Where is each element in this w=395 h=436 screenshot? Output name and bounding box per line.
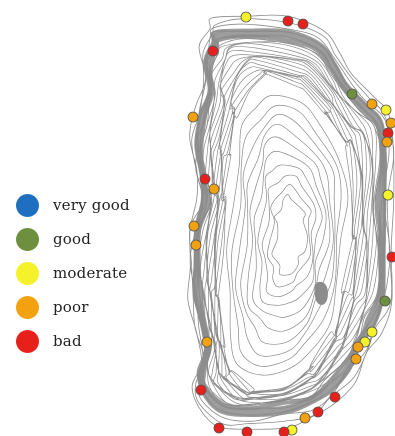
- map-legend: very good good moderate poor bad: [16, 188, 166, 358]
- contour-line: [214, 70, 358, 396]
- contour-line: [231, 104, 342, 367]
- legend-label-poor: poor: [53, 298, 89, 316]
- legend-swatch-good: [16, 227, 39, 251]
- legend-item-bad: bad: [16, 324, 166, 358]
- site-marker-bad: [382, 127, 394, 139]
- contour-line: [257, 164, 323, 306]
- legend-item-poor: poor: [16, 290, 166, 324]
- site-marker-poor: [385, 117, 395, 129]
- site-marker-bad: [195, 384, 207, 396]
- contour-line: [267, 184, 312, 288]
- site-marker-moderate: [366, 326, 378, 338]
- contour-line: [226, 94, 349, 376]
- contour-line: [206, 55, 368, 401]
- site-marker-poor: [187, 111, 199, 123]
- site-marker-moderate: [382, 189, 394, 201]
- site-marker-bad: [386, 251, 395, 263]
- legend-item-good: good: [16, 222, 166, 256]
- shoreline-band: [192, 28, 387, 418]
- deep-hole: [314, 281, 328, 305]
- contour-line: [271, 193, 308, 276]
- site-marker-poor: [188, 220, 200, 232]
- legend-label-moderate: moderate: [53, 264, 128, 282]
- legend-swatch-very-good: [16, 193, 39, 217]
- contour-line: [240, 123, 334, 345]
- site-marker-bad: [199, 173, 211, 185]
- contour-line: [209, 58, 364, 398]
- site-marker-moderate: [240, 11, 252, 23]
- legend-label-bad: bad: [53, 332, 82, 350]
- bathymetry-contours: [187, 14, 395, 430]
- contour-line: [252, 151, 327, 318]
- legend-label-very-good: very good: [53, 196, 130, 214]
- site-marker-poor: [350, 353, 362, 365]
- site-marker-bad: [282, 15, 294, 27]
- site-marker-poor: [366, 98, 378, 110]
- site-marker-bad: [207, 45, 219, 57]
- legend-label-good: good: [53, 230, 92, 248]
- legend-swatch-bad: [16, 329, 39, 353]
- contour-line: [246, 136, 331, 332]
- legend-item-moderate: moderate: [16, 256, 166, 290]
- site-marker-poor: [190, 239, 202, 251]
- site-marker-good: [379, 295, 391, 307]
- contour-line: [189, 18, 395, 426]
- site-marker-poor: [299, 412, 311, 424]
- site-marker-good: [346, 88, 358, 100]
- contour-line: [201, 46, 374, 404]
- site-marker-poor: [208, 183, 220, 195]
- site-markers: [187, 11, 395, 436]
- site-marker-moderate: [380, 104, 392, 116]
- site-marker-bad: [297, 18, 309, 30]
- site-marker-poor: [352, 341, 364, 353]
- contour-line: [216, 71, 355, 393]
- site-marker-bad: [312, 406, 324, 418]
- contour-line: [205, 54, 373, 399]
- legend-swatch-poor: [16, 295, 39, 319]
- contour-line: [261, 174, 317, 298]
- site-marker-bad: [278, 426, 290, 436]
- site-marker-poor: [381, 136, 393, 148]
- site-marker-poor: [201, 336, 213, 348]
- legend-item-very-good: very good: [16, 188, 166, 222]
- site-marker-bad: [329, 391, 341, 403]
- shoreline: [192, 28, 387, 418]
- site-marker-bad: [241, 426, 253, 436]
- legend-swatch-moderate: [16, 261, 39, 285]
- contour-line: [211, 61, 364, 396]
- contour-line: [235, 113, 336, 357]
- site-marker-bad: [213, 422, 225, 434]
- deep-basin-feature: [314, 281, 328, 305]
